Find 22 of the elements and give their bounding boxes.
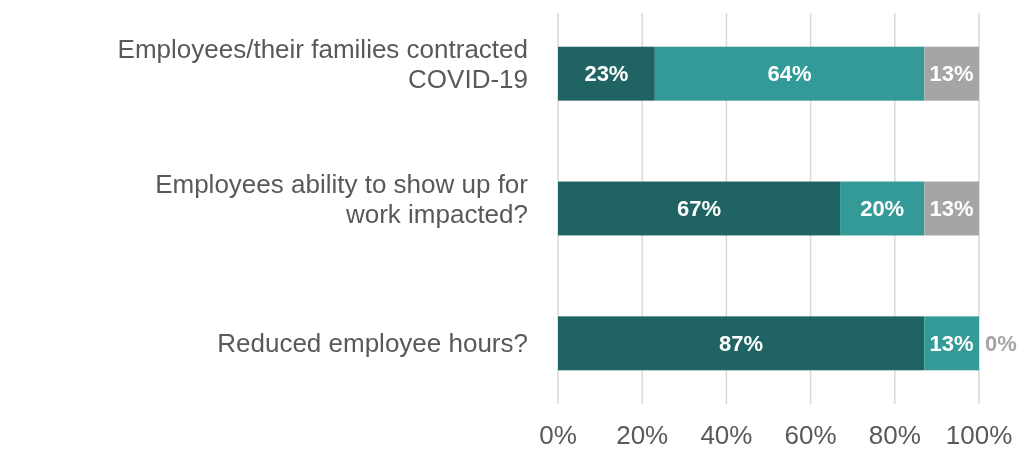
data-label: 0% [985,331,1017,357]
bar [558,46,655,101]
x-tick-label: 20% [616,420,669,450]
y-tick-label: Employees/their families contracted COVID-19 [117,33,528,94]
x-tick-label: 40% [700,420,753,450]
x-tick-label: 0% [539,420,577,450]
data-label: 64% [767,61,812,87]
data-label: 13% [929,196,974,222]
data-label: 13% [929,61,974,87]
x-tick-label: 60% [784,420,837,450]
data-label: 13% [929,331,974,357]
x-tick-label: 80% [868,420,921,450]
data-label: 23% [584,61,629,87]
data-label: 67% [677,196,722,222]
bar [558,181,841,236]
data-label: 20% [860,196,905,222]
bar [558,316,925,371]
y-tick-label: Reduced employee hours? [217,328,528,359]
y-tick-label: Employees ability to show up for work impacted? [155,168,529,229]
x-tick-label: 100% [945,420,1013,450]
data-label: 87% [719,331,764,357]
bar [654,46,925,101]
